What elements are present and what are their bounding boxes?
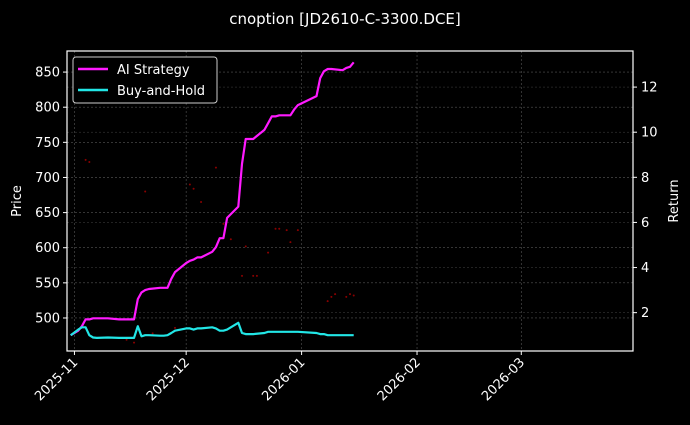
scatter-point (326, 300, 329, 303)
tick-label-right: 12 (641, 81, 658, 96)
scatter-point (192, 187, 195, 190)
scatter-point (330, 295, 333, 298)
legend-label-buy-and-hold: Buy-and-Hold (117, 84, 205, 99)
scatter-point (244, 245, 247, 248)
tick-label-right: 8 (641, 171, 649, 186)
scatter-point (214, 166, 217, 169)
tick-label-left: 550 (35, 276, 60, 291)
scatter-point (173, 326, 176, 329)
series-line-ai-strategy (70, 61, 355, 337)
scatter-point (296, 229, 299, 232)
tick-label-x: 2026-03 (479, 355, 528, 404)
scatter-point (188, 183, 191, 186)
tick-label-x: 2026-02 (375, 355, 424, 404)
scatter-point (349, 293, 351, 296)
scatter-point (229, 238, 232, 241)
tick-label-left: 650 (35, 206, 60, 221)
tick-label-left: 700 (35, 171, 60, 186)
scatter-point (241, 274, 244, 277)
tick-label-x: 2026-01 (259, 355, 308, 404)
axes-frame (66, 50, 634, 352)
scatter-point (88, 161, 91, 164)
tick-label-left: 500 (35, 311, 60, 326)
scatter-point (133, 341, 136, 344)
scatter-point (200, 201, 203, 204)
scatter-point (252, 274, 255, 277)
scatter-point (334, 293, 337, 296)
chart-title: cnoption [JD2610-C-3300.DCE] (229, 10, 461, 28)
scatter-point (144, 190, 147, 193)
series-line-buy-and-hold (70, 321, 354, 339)
left-y-axis: 500 550 600 650 700 750 800 850 (35, 66, 67, 326)
tick-label-left: 800 (35, 101, 60, 116)
scatter-point (274, 227, 277, 230)
series-lines (70, 61, 355, 339)
scatter-point (352, 294, 355, 297)
scatter-point (267, 251, 270, 254)
scatter-point (151, 332, 154, 335)
legend: AI Strategy Buy-and-Hold (72, 56, 218, 104)
tick-label-x: 2025-12 (144, 355, 193, 404)
scatter-point (255, 274, 258, 277)
tick-label-left: 600 (35, 241, 60, 256)
scatter-point (222, 222, 225, 225)
scatter-point (345, 295, 348, 298)
tick-label-right: 10 (641, 126, 658, 141)
tick-label-left: 850 (35, 66, 60, 81)
scatter-markers (84, 158, 355, 344)
scatter-point (84, 158, 87, 161)
tick-label-right: 4 (641, 261, 649, 276)
tick-label-right: 2 (641, 306, 649, 321)
tick-label-x: 2025-11 (32, 355, 81, 404)
right-y-axis: 2 4 6 8 10 12 (633, 81, 658, 321)
legend-box (72, 56, 218, 104)
tick-label-right: 6 (641, 216, 649, 231)
x-axis: 2025-11 2025-12 2026-01 2026-02 2026-03 (32, 351, 528, 404)
y-axis-label-left: Price (10, 185, 25, 217)
scatter-point (278, 227, 281, 230)
legend-label-ai-strategy: AI Strategy (117, 63, 190, 78)
scatter-point (289, 241, 292, 244)
scatter-point (285, 229, 288, 232)
y-axis-label-right: Return (667, 179, 682, 222)
tick-label-left: 750 (35, 136, 60, 151)
scatter-point (125, 338, 128, 341)
